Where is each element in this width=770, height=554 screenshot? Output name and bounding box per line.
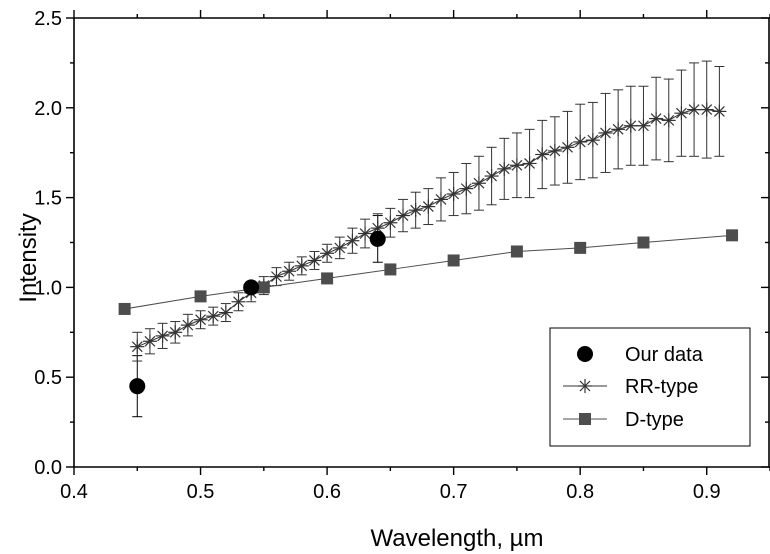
data-point-rr-type: [585, 133, 600, 148]
data-point-d-type: [321, 272, 334, 285]
data-point-rr-type: [446, 187, 461, 202]
data-point-rr-type: [130, 339, 145, 354]
data-point-d-type: [726, 229, 739, 242]
y-tick-label: 0.0: [34, 457, 62, 479]
x-tick-label: 0.8: [566, 481, 594, 503]
legend-symbol-rr-type: [563, 379, 607, 393]
data-point-d-type: [510, 245, 523, 258]
data-point-rr-type: [471, 176, 486, 191]
x-tick-label: 0.6: [313, 481, 341, 503]
data-point-rr-type: [687, 102, 702, 117]
data-point-rr-type: [269, 269, 284, 284]
x-tick-label: 0.4: [60, 481, 88, 503]
data-point-rr-type: [522, 156, 537, 171]
x-tick-label: 0.7: [440, 481, 468, 503]
data-point-rr-type: [649, 111, 664, 126]
data-point-rr-type: [611, 122, 626, 137]
data-point-rr-type: [142, 334, 157, 349]
data-point-rr-type: [535, 147, 550, 162]
data-point-rr-type: [332, 240, 347, 255]
legend-entry-rr-type: RR-type: [563, 376, 698, 398]
series-lines: [124, 109, 733, 348]
legend: Our data RR-type D-type: [549, 327, 751, 447]
data-point-rr-type: [155, 328, 170, 343]
legend-label-rr-type: RR-type: [625, 376, 698, 398]
data-point-rr-type: [661, 113, 676, 128]
markers: [118, 102, 739, 395]
legend-marker-our-data: [577, 346, 593, 362]
data-point-rr-type: [712, 104, 727, 119]
data-point-our-data: [129, 378, 146, 395]
data-point-rr-type: [282, 264, 297, 279]
data-point-rr-type: [206, 309, 221, 324]
legend-label-d-type: D-type: [625, 409, 684, 431]
data-point-rr-type: [358, 226, 373, 241]
y-tick-label: 0.5: [34, 367, 62, 389]
data-point-rr-type: [218, 305, 233, 320]
legend-marker-d-type: [579, 413, 591, 425]
data-point-rr-type: [294, 258, 309, 273]
data-point-rr-type: [307, 253, 322, 268]
data-point-rr-type: [636, 118, 651, 133]
data-point-rr-type: [484, 169, 499, 184]
series-line-d-type: [124, 234, 733, 310]
legend-marker-rr-type: [578, 379, 592, 393]
data-point-rr-type: [408, 203, 423, 218]
data-point-rr-type: [573, 134, 588, 149]
data-point-rr-type: [674, 106, 689, 121]
data-point-rr-type: [193, 312, 208, 327]
y-tick-label: 1.0: [34, 277, 62, 299]
data-point-rr-type: [168, 325, 183, 340]
legend-entry-d-type: D-type: [563, 409, 684, 431]
x-tick-label: 0.5: [187, 481, 215, 503]
data-point-rr-type: [345, 233, 360, 248]
y-tick-label: 2.0: [34, 98, 62, 120]
data-point-rr-type: [320, 246, 335, 261]
data-point-rr-type: [396, 208, 411, 223]
data-point-our-data: [369, 230, 386, 247]
y-axis-label: Intensity: [15, 213, 42, 302]
data-point-rr-type: [699, 102, 714, 117]
data-point-d-type: [118, 302, 131, 315]
axes: [66, 10, 770, 475]
data-point-d-type: [194, 290, 207, 303]
data-point-d-type: [447, 254, 460, 267]
legend-symbol-our-data: [577, 346, 593, 362]
data-point-d-type: [574, 241, 587, 254]
tick-labels: 0.4 0.5 0.6 0.7 0.8 0.9 0.0 0.5 1.0 1.5 2.0 2.5: [34, 8, 720, 503]
legend-entry-our-data: Our data: [577, 344, 704, 366]
legend-label-our-data: Our data: [625, 344, 704, 366]
data-point-rr-type: [459, 181, 474, 196]
data-point-rr-type: [421, 199, 436, 214]
x-tick-label: 0.9: [693, 481, 721, 503]
data-point-rr-type: [383, 215, 398, 230]
y-tick-label: 1.5: [34, 188, 62, 210]
data-point-rr-type: [509, 158, 524, 173]
data-point-rr-type: [231, 294, 246, 309]
data-point-rr-type: [560, 140, 575, 155]
data-point-rr-type: [433, 192, 448, 207]
data-point-rr-type: [623, 118, 638, 133]
legend-symbol-d-type: [563, 413, 607, 425]
data-point-rr-type: [180, 318, 195, 333]
y-tick-label: 2.5: [34, 8, 62, 30]
data-point-d-type: [257, 281, 270, 294]
data-point-d-type: [384, 263, 397, 276]
data-point-rr-type: [598, 125, 613, 140]
data-point-our-data: [243, 279, 260, 296]
data-point-d-type: [637, 236, 650, 249]
x-axis-label: Wavelength, µm: [370, 525, 543, 552]
data-point-rr-type: [497, 161, 512, 176]
data-point-rr-type: [547, 143, 562, 158]
